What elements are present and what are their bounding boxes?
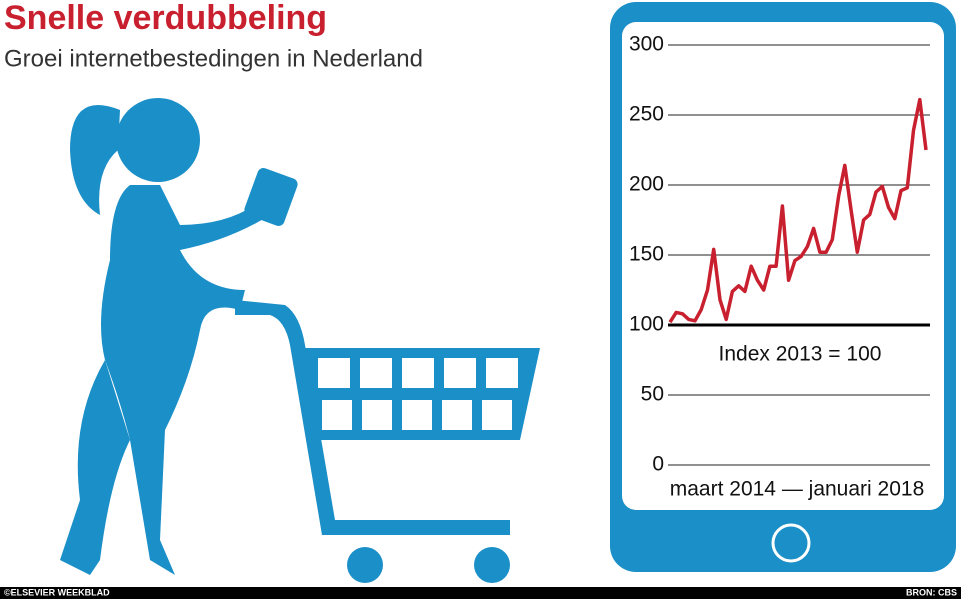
y-tick-label: 150 [629, 243, 664, 266]
footer-bar [0, 587, 961, 599]
y-tick-label: 250 [629, 103, 664, 126]
y-tick-label: 300 [629, 33, 664, 56]
phone-screen [622, 22, 944, 510]
subtitle: Groei internetbestedingen in Nederland [4, 45, 423, 72]
credit: ©ELSEVIER WEEKBLAD [4, 587, 110, 597]
y-tick-label: 50 [641, 383, 664, 406]
y-tick-label: 200 [629, 173, 664, 196]
annotation: Index 2013 = 100 [719, 343, 882, 366]
source: BRON: CBS [906, 587, 957, 597]
title: Snelle verdubbeling [4, 0, 327, 37]
data-line [668, 97, 928, 324]
home-button [771, 523, 811, 563]
y-tick-label: 0 [652, 453, 664, 476]
shopper-illustration [60, 98, 540, 583]
x-axis-label: maart 2014 — januari 2018 [670, 478, 925, 501]
cart-grid [318, 358, 518, 430]
y-tick-label: 100 [629, 313, 664, 336]
